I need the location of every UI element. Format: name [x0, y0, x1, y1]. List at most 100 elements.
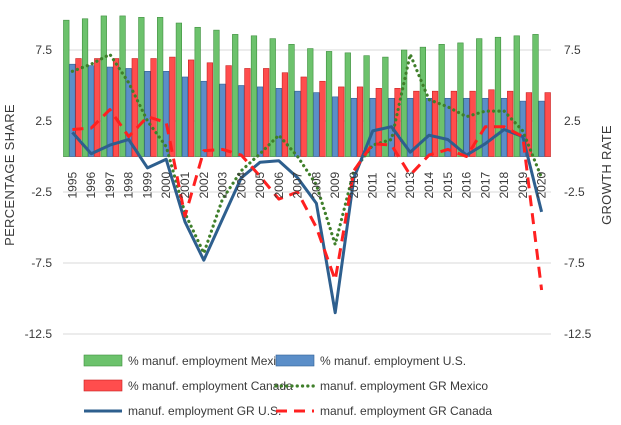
bar-canada-2006: [281, 72, 289, 157]
legend-swatch: [83, 354, 123, 367]
bar-u.s.-2006: [275, 88, 282, 157]
bar-canada-2017: [488, 89, 495, 157]
bar-u.s.-2009: [332, 96, 339, 157]
bar-mexico-1999: [138, 17, 145, 157]
bar-u.s.-2004: [238, 85, 245, 157]
bar-canada-2000: [169, 56, 176, 157]
bar-mexico-1997: [100, 15, 107, 157]
bar-canada-2004: [244, 68, 251, 157]
bar-u.s.-2014: [425, 97, 433, 157]
bar-mexico-2000: [157, 17, 164, 157]
x-tick-label: 2019: [516, 171, 530, 198]
bar-canada-2018: [507, 90, 514, 157]
x-tick-label: 2020: [535, 171, 549, 198]
bar-canada-2008: [319, 80, 326, 157]
x-tick-label: 2003: [216, 171, 230, 198]
x-tick-label: 1999: [140, 171, 154, 198]
bar-mexico-2006: [269, 38, 276, 157]
bar-mexico-2007: [288, 44, 295, 157]
legend: % manuf. employment Mexico % manuf. emplo…: [83, 354, 492, 418]
bar-u.s.-2001: [181, 76, 189, 157]
x-tick-label: 2007: [291, 171, 305, 198]
bar-mexico-2014: [419, 46, 427, 157]
bar-u.s.-1998: [125, 68, 132, 157]
bar-canada-2020: [544, 92, 551, 157]
legend-label: manuf. employment GR Canada: [320, 404, 492, 418]
bar-canada-1996: [94, 58, 101, 157]
bar-mexico-2016: [457, 42, 464, 157]
bar-u.s.-2007: [294, 90, 301, 157]
bar-u.s.-2015: [444, 97, 451, 157]
bar-mexico-2008: [307, 48, 314, 157]
bar-mexico-2003: [213, 29, 220, 157]
bar-canada-2019: [525, 92, 533, 157]
y-axis-title: PERCENTAGE SHARE: [2, 104, 17, 246]
bar-u.s.-2000: [163, 71, 170, 157]
bar-mexico-2009: [325, 51, 333, 157]
bar-mexico-2013: [401, 49, 408, 157]
x-tick-label: 2015: [441, 171, 455, 198]
x-tick-label: 1997: [103, 171, 117, 198]
bar-mexico-2011: [363, 55, 370, 157]
bar-u.s.-2003: [219, 83, 226, 157]
bar-u.s.-1995: [69, 63, 76, 157]
bar-mexico-2015: [438, 44, 445, 157]
bar-canada-1999: [150, 58, 157, 157]
x-tick-labels: 1995 1996 1997 1998 1999 2000 2001 2002 2003 2004…: [65, 171, 548, 198]
bar-canada-1995: [75, 58, 82, 157]
x-tick-label: 1996: [84, 171, 98, 198]
y2-tick-labels: 7.5 2.5 -2.5 -7.5 -12.5: [564, 43, 592, 341]
y2-tick-label: 2.5: [564, 114, 581, 128]
y2-tick-label: -2.5: [564, 185, 585, 199]
bar-mexico-2010: [344, 52, 351, 157]
bar-canada-2003: [225, 65, 232, 157]
y2-axis-title: GROWTH RATE: [599, 125, 614, 225]
y-tick-label: 2.5: [35, 114, 52, 128]
x-tick-label: 2002: [197, 171, 211, 198]
bar-mexico-1996: [81, 18, 89, 157]
line-mexico: [70, 52, 544, 255]
x-tick-label: 2011: [366, 172, 380, 198]
bar-canada-2015: [450, 90, 457, 157]
x-tick-label: 2001: [178, 171, 192, 198]
x-tick-label: 1995: [65, 171, 79, 198]
x-tick-label: 2018: [497, 171, 511, 198]
bar-u.s.-2005: [256, 86, 264, 157]
bar-mexico-2002: [194, 26, 201, 157]
x-tick-label: 2013: [403, 171, 417, 198]
bar-u.s.-2010: [350, 97, 358, 157]
y2-tick-label: 7.5: [564, 43, 581, 57]
y-tick-label: 7.5: [35, 43, 52, 57]
bar-canada-2005: [263, 68, 270, 157]
bar-u.s.-2008: [313, 92, 320, 157]
x-tick-label: 2004: [234, 171, 248, 198]
bar-mexico-2019: [513, 35, 520, 157]
bar-u.s.-2013: [407, 97, 414, 157]
legend-label: % manuf. employment Canada: [128, 379, 293, 393]
bar-u.s.-2019: [519, 100, 526, 157]
legend-label: % manuf. employment Mexico: [128, 354, 289, 368]
x-tick-label: 2016: [460, 171, 474, 198]
x-tick-label: 2005: [253, 171, 267, 198]
x-tick-label: 2009: [328, 171, 342, 198]
bar-mexico-1998: [119, 15, 126, 157]
bar-canada-1998: [131, 58, 138, 157]
x-tick-label: 2017: [478, 171, 492, 198]
bar-mexico-2020: [532, 34, 539, 157]
legend-swatch: [275, 354, 315, 367]
bar-canada-1997: [112, 58, 120, 157]
x-tick-label: 2006: [272, 171, 286, 198]
bar-canada-2007: [300, 76, 307, 157]
x-tick-label: 1998: [122, 171, 136, 198]
bar-series-group: [63, 15, 551, 157]
x-tick-label: 2008: [309, 171, 323, 198]
bar-mexico-2012: [382, 56, 389, 157]
legend-label: manuf. employment GR Mexico: [320, 379, 488, 393]
bar-mexico-2004: [232, 34, 239, 157]
legend-label: manuf. employment GR U.S.: [128, 404, 281, 418]
x-tick-label: 2000: [159, 171, 173, 198]
bar-canada-2009: [338, 86, 345, 157]
bar-mexico-2018: [494, 36, 502, 157]
y2-tick-label: -12.5: [564, 327, 592, 341]
